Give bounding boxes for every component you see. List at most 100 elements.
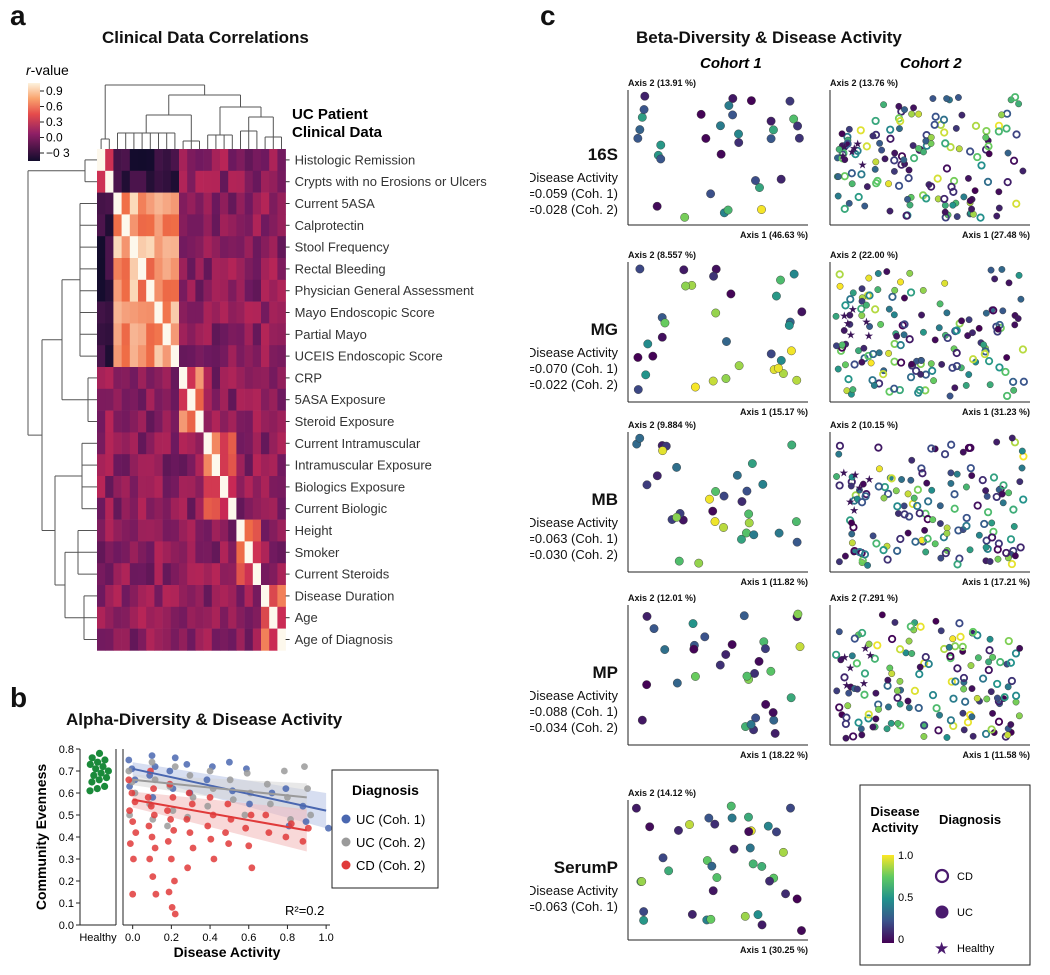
heatmap-cell [138,279,147,302]
cd-sample [940,450,950,459]
healthy-sample: ★ [864,474,874,486]
alpha-point [265,829,273,836]
heatmap-cell [138,454,147,477]
heatmap-cell [121,606,131,629]
heatmap-cell [170,606,180,629]
heatmap-cell [203,214,213,237]
heatmap-cells [97,149,286,651]
uc-sample [894,720,902,727]
heatmap-cell [146,236,155,259]
uc-sample [716,149,726,159]
uc-sample [763,821,773,831]
uc-sample [982,134,990,141]
heatmap-cell [252,170,262,193]
heatmap-cell [269,279,278,302]
cd-sample [941,139,950,148]
heatmap-cell [162,628,172,651]
heatmap-cell [195,149,204,172]
cd-sample [860,669,870,678]
uc-sample [748,859,758,869]
colorbar-tick: 0.6 [46,100,63,114]
cd-sample [973,501,982,510]
heatmap-cell [146,563,155,586]
healthy-point [92,765,100,773]
heatmap-cell [138,585,147,608]
alpha-point [186,829,194,836]
heatmap-cell [129,388,139,411]
uc-sample [975,324,983,332]
uc-sample [1005,279,1013,287]
uc-sample [885,180,892,188]
uc-sample [652,201,662,211]
heatmap-cell [121,258,131,281]
uc-sample [864,561,871,569]
beta-stat-coh2: R²=0.022 (Coh. 2) [530,377,618,392]
uc-sample [848,180,856,188]
heatmap-cell [179,236,188,259]
cd-sample [886,125,895,134]
heatmap-cell [195,279,204,302]
heatmap-cell [97,519,106,542]
heatmap-cell [154,519,163,542]
uc-sample [835,145,843,153]
alpha-point [125,756,133,764]
heatmap-cell [129,628,139,651]
heatmap-cell [154,388,163,411]
alpha-point [229,796,237,803]
heatmap-cell [154,301,163,324]
heatmap-cell [179,345,188,368]
cd-sample [860,690,869,699]
cd-sample [1019,495,1028,504]
heatmap-cell [162,585,172,608]
alpha-point [224,800,232,808]
uc-sample [898,476,905,483]
heatmap-cell [228,628,237,651]
heatmap-cell [269,454,278,477]
heatmap-cell [113,170,122,193]
alpha-point [125,776,133,784]
heatmap-cell [97,345,106,368]
uc-sample [891,619,899,626]
beta-stat-coh1: R²=0.063 (Coh. 1) [530,899,618,914]
cd-sample [894,181,904,190]
beta-stat-coh1: R²=0.088 (Coh. 1) [530,704,618,719]
uc-sample [723,205,733,215]
uc-sample [649,624,659,634]
alpha-point [126,840,134,847]
cd-sample [852,659,862,668]
heatmap-row-label: Current Steroids [295,567,390,582]
uc-sample [967,662,975,669]
uc-sample [906,201,914,209]
heatmap-cell [187,301,196,324]
cd-sample [854,718,863,727]
cd-sample [912,366,921,375]
heatmap-cell [187,563,196,586]
cd-sample [864,351,873,361]
heatmap-cell [228,323,237,346]
uc-sample [863,183,871,191]
heatmap-cell [195,170,204,193]
heatmap-cell [146,192,155,215]
heatmap-cell [220,585,229,608]
uc-sample [849,289,857,297]
heatmap-cell [244,214,254,237]
cd-sample [932,704,941,713]
uc-sample [974,654,982,662]
uc-sample [751,713,761,723]
beta-row: SerumP Disease ActivityR²=0.063 (Coh. 1) A… [530,788,808,955]
heatmap-cell [211,541,221,564]
cd-sample [871,116,880,126]
uc-sample [993,438,1001,446]
cd-sample [887,474,896,483]
heatmap-cell [113,258,122,281]
heatmap-cell [105,236,114,259]
uc-sample [991,275,999,283]
cd-sample [850,360,859,369]
cd-sample [927,444,936,453]
uc-sample [753,910,763,920]
heatmap-cell [220,258,229,281]
heatmap-cell [129,149,139,172]
heatmap-cell [277,214,286,237]
uc-sample [685,820,694,829]
heatmap-cell [236,628,245,651]
